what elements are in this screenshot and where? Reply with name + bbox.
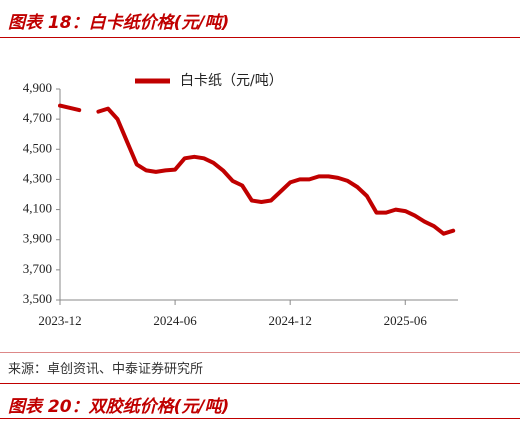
rule [0,352,520,353]
x-tick-label: 2024-12 [268,313,311,328]
rule [0,383,520,384]
legend-label: 白卡纸（元/吨） [180,73,283,89]
figure-title: 图表 18：白卡纸价格(元/吨) [8,13,230,33]
y-tick-label: 3,500 [23,291,52,306]
next-figure-title: 图表 20：双胶纸价格(元/吨) [8,397,230,417]
y-tick-label: 4,700 [23,110,52,125]
x-tick-label: 2023-12 [38,313,81,328]
x-tick-label: 2025-06 [384,313,428,328]
y-tick-label: 3,900 [23,231,52,246]
y-tick-label: 3,700 [23,261,52,276]
y-tick-label: 4,300 [23,170,52,185]
y-tick-label: 4,100 [23,201,52,216]
rule [0,418,520,419]
y-tick-label: 4,900 [23,80,52,95]
y-tick-label: 4,500 [23,140,52,155]
line [58,103,456,236]
x-tick-label: 2024-06 [153,313,197,328]
chart: 白卡纸（元/吨） 3,500 3,700 3,900 4,100 4,300 4,500 4… [23,73,458,328]
rule [0,37,520,38]
source: 来源：卓创资讯、中泰证券研究所 [8,362,204,377]
